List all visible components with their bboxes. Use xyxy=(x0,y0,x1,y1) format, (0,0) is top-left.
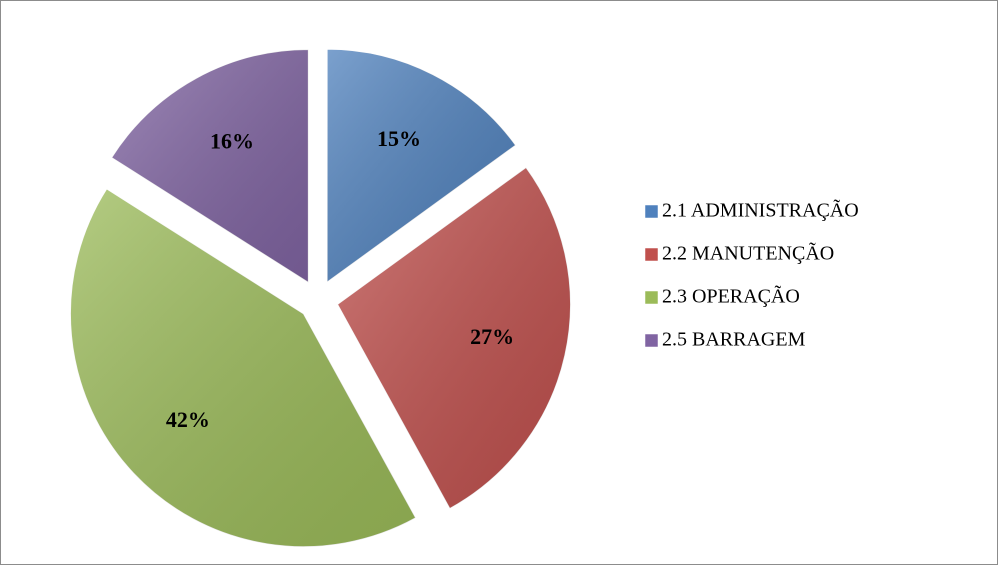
value-label: 16% xyxy=(210,129,254,154)
slice-shade xyxy=(327,49,516,283)
legend-marker xyxy=(644,290,659,305)
legend-marker xyxy=(644,204,659,219)
legend-marker xyxy=(644,247,659,262)
value-label: 15% xyxy=(377,126,421,151)
slice-shade xyxy=(70,188,416,547)
slice-shade xyxy=(337,167,571,509)
legend-label: 2.5 BARRAGEM xyxy=(662,329,806,351)
slice-shade xyxy=(111,49,309,283)
legend-label: 2.3 OPERAÇÃO xyxy=(662,284,800,308)
legend-label: 2.1 ADMINISTRAÇÃO xyxy=(662,198,859,222)
value-label: 27% xyxy=(470,324,514,349)
value-label: 42% xyxy=(166,407,210,432)
legend-label: 2.2 MANUTENÇÃO xyxy=(662,241,834,265)
legend-marker xyxy=(644,333,659,348)
